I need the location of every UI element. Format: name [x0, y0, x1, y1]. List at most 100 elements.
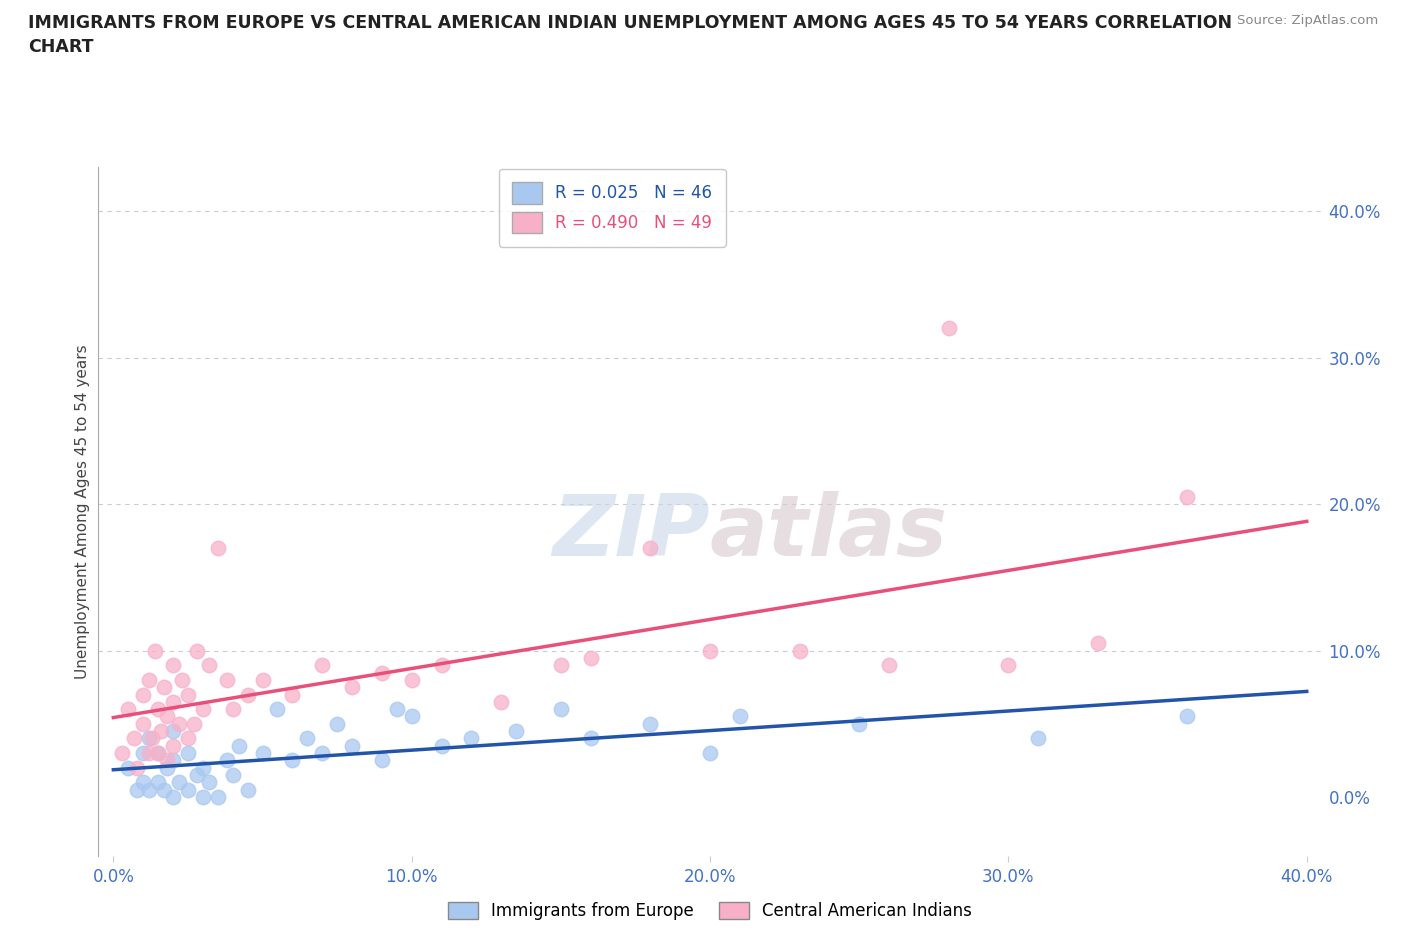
Point: [266, 702, 288, 717]
Point: [371, 665, 394, 680]
Point: [1087, 636, 1109, 651]
Point: [505, 724, 527, 738]
Point: [153, 782, 176, 797]
Point: [146, 775, 169, 790]
Point: [579, 731, 602, 746]
Point: [281, 687, 304, 702]
Y-axis label: Unemployment Among Ages 45 to 54 years: Unemployment Among Ages 45 to 54 years: [75, 344, 90, 679]
Point: [177, 731, 200, 746]
Point: [150, 724, 173, 738]
Point: [728, 709, 751, 724]
Legend: Immigrants from Europe, Central American Indians: Immigrants from Europe, Central American…: [441, 895, 979, 926]
Point: [186, 644, 208, 658]
Point: [146, 702, 169, 717]
Point: [221, 702, 243, 717]
Point: [162, 695, 184, 710]
Point: [579, 650, 602, 665]
Point: [340, 680, 363, 695]
Point: [297, 731, 319, 746]
Point: [215, 753, 238, 768]
Point: [699, 644, 721, 658]
Text: IMMIGRANTS FROM EUROPE VS CENTRAL AMERICAN INDIAN UNEMPLOYMENT AMONG AGES 45 TO : IMMIGRANTS FROM EUROPE VS CENTRAL AMERIC…: [28, 14, 1232, 56]
Point: [550, 702, 572, 717]
Point: [167, 775, 190, 790]
Point: [640, 716, 662, 731]
Point: [401, 672, 423, 687]
Point: [640, 540, 662, 555]
Point: [132, 687, 155, 702]
Point: [186, 767, 208, 782]
Point: [132, 775, 155, 790]
Point: [221, 767, 243, 782]
Point: [117, 761, 139, 776]
Text: ZIP: ZIP: [553, 491, 710, 574]
Text: atlas: atlas: [710, 491, 948, 574]
Point: [156, 753, 179, 768]
Point: [162, 790, 184, 804]
Point: [177, 782, 200, 797]
Point: [1177, 709, 1199, 724]
Point: [340, 738, 363, 753]
Point: [401, 709, 423, 724]
Point: [162, 658, 184, 672]
Point: [430, 738, 453, 753]
Point: [997, 658, 1019, 672]
Point: [156, 709, 179, 724]
Point: [207, 790, 229, 804]
Point: [789, 644, 811, 658]
Point: [132, 746, 155, 761]
Text: Source: ZipAtlas.com: Source: ZipAtlas.com: [1237, 14, 1378, 27]
Point: [236, 687, 259, 702]
Point: [132, 716, 155, 731]
Point: [877, 658, 900, 672]
Point: [146, 746, 169, 761]
Point: [162, 724, 184, 738]
Point: [281, 753, 304, 768]
Point: [252, 746, 274, 761]
Point: [127, 782, 149, 797]
Point: [177, 746, 200, 761]
Point: [489, 695, 512, 710]
Point: [170, 672, 193, 687]
Point: [153, 680, 176, 695]
Point: [848, 716, 870, 731]
Point: [371, 753, 394, 768]
Point: [177, 687, 200, 702]
Point: [430, 658, 453, 672]
Point: [162, 738, 184, 753]
Point: [191, 761, 214, 776]
Point: [1026, 731, 1049, 746]
Point: [138, 731, 160, 746]
Point: [146, 746, 169, 761]
Point: [1177, 489, 1199, 504]
Point: [699, 746, 721, 761]
Point: [385, 702, 408, 717]
Point: [326, 716, 349, 731]
Point: [138, 672, 160, 687]
Point: [127, 761, 149, 776]
Point: [228, 738, 250, 753]
Point: [138, 746, 160, 761]
Point: [191, 790, 214, 804]
Point: [207, 540, 229, 555]
Point: [122, 731, 145, 746]
Point: [162, 753, 184, 768]
Point: [143, 644, 166, 658]
Point: [198, 658, 221, 672]
Point: [550, 658, 572, 672]
Point: [138, 782, 160, 797]
Point: [938, 321, 960, 336]
Point: [311, 658, 333, 672]
Point: [311, 746, 333, 761]
Point: [198, 775, 221, 790]
Point: [111, 746, 134, 761]
Point: [183, 716, 205, 731]
Point: [156, 761, 179, 776]
Point: [117, 702, 139, 717]
Point: [252, 672, 274, 687]
Point: [191, 702, 214, 717]
Point: [141, 731, 163, 746]
Point: [236, 782, 259, 797]
Point: [215, 672, 238, 687]
Point: [460, 731, 482, 746]
